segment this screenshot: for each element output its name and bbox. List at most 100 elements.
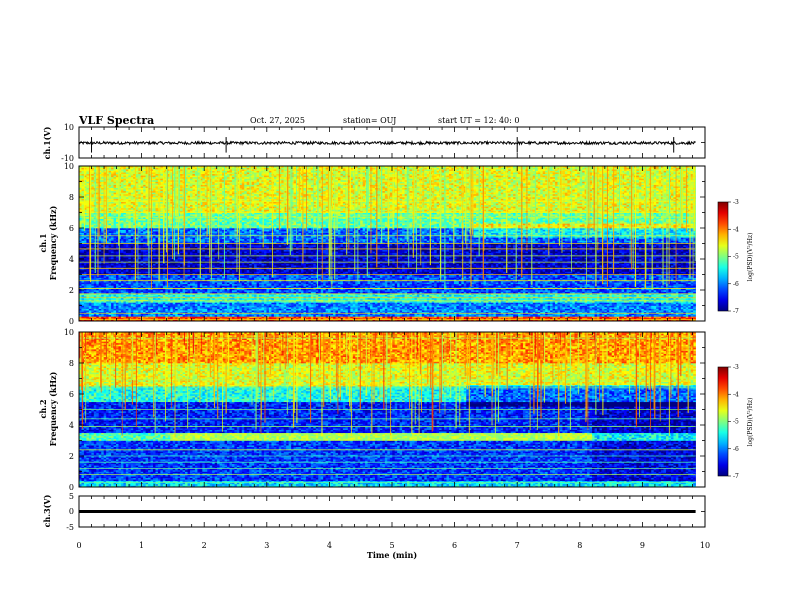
spectrogram-cell — [271, 316, 275, 319]
ch1-ytick-top: 10 — [64, 123, 74, 132]
spectrogram-cell — [643, 316, 647, 319]
spectrogram-cell — [535, 314, 539, 317]
spectrogram-cell — [473, 311, 477, 314]
spectrogram-cell — [172, 316, 176, 319]
spectrogram-cell — [414, 313, 418, 316]
spectrogram-cell — [685, 317, 689, 320]
spectrogram-cell — [182, 313, 186, 316]
ch1-waveform-ticks — [78, 126, 706, 159]
spectrogram-cell — [185, 314, 188, 317]
spectrogram-cell — [96, 316, 100, 319]
spectrogram-cell — [88, 310, 92, 312]
spectrogram-cell — [547, 311, 551, 314]
spectrogram-cell — [429, 317, 432, 320]
spectrogram-cell — [212, 311, 215, 314]
spectrogram-cell — [170, 319, 174, 322]
spectrogram-cell — [244, 313, 248, 316]
spectrogram-cell — [98, 313, 102, 316]
spectrogram-cell — [320, 314, 324, 317]
spectrogram-cell — [226, 319, 230, 322]
spectrogram-cell — [594, 314, 598, 317]
spectrogram-cell — [683, 316, 687, 319]
spectrogram-cell — [421, 311, 425, 314]
spectrogram-cell — [296, 311, 299, 314]
spectrogram-cell — [592, 313, 595, 316]
spectrogram-cell — [500, 311, 504, 314]
spectrogram-cell — [231, 314, 235, 317]
spectrogram-cell — [421, 313, 425, 316]
spectrogram-cell — [473, 310, 477, 312]
spectrogram-cell — [690, 311, 694, 314]
spectrogram-cell — [313, 316, 317, 319]
spectrogram-cell — [189, 308, 193, 311]
spectrogram-cell — [404, 316, 408, 319]
spectrogram-cell — [439, 319, 442, 322]
spectrogram-cell — [678, 314, 682, 317]
spectrogram-cell — [377, 310, 381, 312]
spectrogram-cell — [619, 314, 622, 317]
spectrogram-cell — [135, 310, 139, 312]
spectrogram-cell — [263, 310, 267, 312]
spectrogram-cell — [540, 316, 543, 319]
spectrogram-cell — [431, 311, 435, 314]
spectrogram-cell — [567, 311, 571, 314]
spectrogram-cell — [98, 316, 102, 319]
spectrogram-cell — [448, 314, 452, 317]
spectrogram-cell — [619, 313, 622, 316]
spectrogram-cell — [128, 310, 132, 312]
spectrogram-cell — [520, 314, 524, 317]
spectrogram-cell — [98, 317, 102, 320]
spectrogram-cell — [256, 310, 260, 312]
spectrogram-cell — [476, 311, 479, 314]
spectrogram-cell — [298, 311, 302, 314]
spectrogram-cell — [207, 310, 211, 312]
spectrogram-cell — [508, 316, 511, 319]
spectrogram-cell — [651, 314, 654, 317]
spectrogram-cell — [350, 311, 354, 314]
spectrogram-cell — [488, 317, 492, 320]
spectrogram-cell — [172, 311, 176, 314]
spectrogram-cell — [303, 313, 307, 316]
spectrogram-cell — [569, 313, 573, 316]
spectrogram-cell — [488, 319, 492, 322]
spectrogram-cell — [202, 319, 206, 322]
spectrogram-cell — [120, 319, 124, 322]
spectrogram-cell — [135, 316, 139, 319]
spectrogram-cell — [426, 317, 430, 320]
spectrogram-cell — [276, 314, 280, 317]
spectrogram-cell — [251, 308, 255, 311]
spectrogram-cell — [276, 308, 280, 311]
spectrogram-cell — [641, 311, 645, 314]
spectrogram-cell — [643, 313, 647, 316]
spectrogram-cell — [606, 314, 610, 317]
spectrogram-cell — [463, 319, 467, 322]
spectrogram-cell — [108, 317, 112, 320]
spectrogram-cell — [133, 319, 137, 322]
spectrogram-cell — [458, 310, 462, 312]
spectrogram-cell — [172, 314, 176, 317]
spectrogram-cell — [461, 316, 465, 319]
spectrogram-cell — [629, 314, 632, 317]
spectrogram-cell — [140, 308, 146, 311]
spectrogram-cell — [347, 313, 351, 316]
spectrogram-cell — [663, 317, 667, 320]
spectrogram-cell — [520, 317, 524, 320]
spectrogram-cell — [468, 317, 472, 320]
spectrogram-cell — [609, 314, 613, 317]
spectrogram-cell — [355, 310, 359, 312]
spectrogram-cell — [434, 316, 437, 319]
spectrogram-cell — [540, 313, 543, 316]
spectrogram-cell — [81, 317, 85, 320]
spectrogram-cell — [271, 314, 275, 317]
spectrogram-cell — [234, 308, 238, 311]
spectrogram-cell — [259, 313, 262, 316]
spectrogram-cell — [463, 314, 467, 317]
spectrogram-cell — [313, 313, 317, 316]
spectrogram-cell — [389, 316, 393, 319]
spectrogram-cell — [379, 317, 383, 320]
spectrogram-cell — [148, 311, 151, 314]
spectrogram-cell — [296, 310, 299, 312]
spectrogram-cell — [352, 316, 356, 319]
spectrogram-cell — [79, 319, 82, 322]
spectrogram-cell — [562, 316, 566, 319]
